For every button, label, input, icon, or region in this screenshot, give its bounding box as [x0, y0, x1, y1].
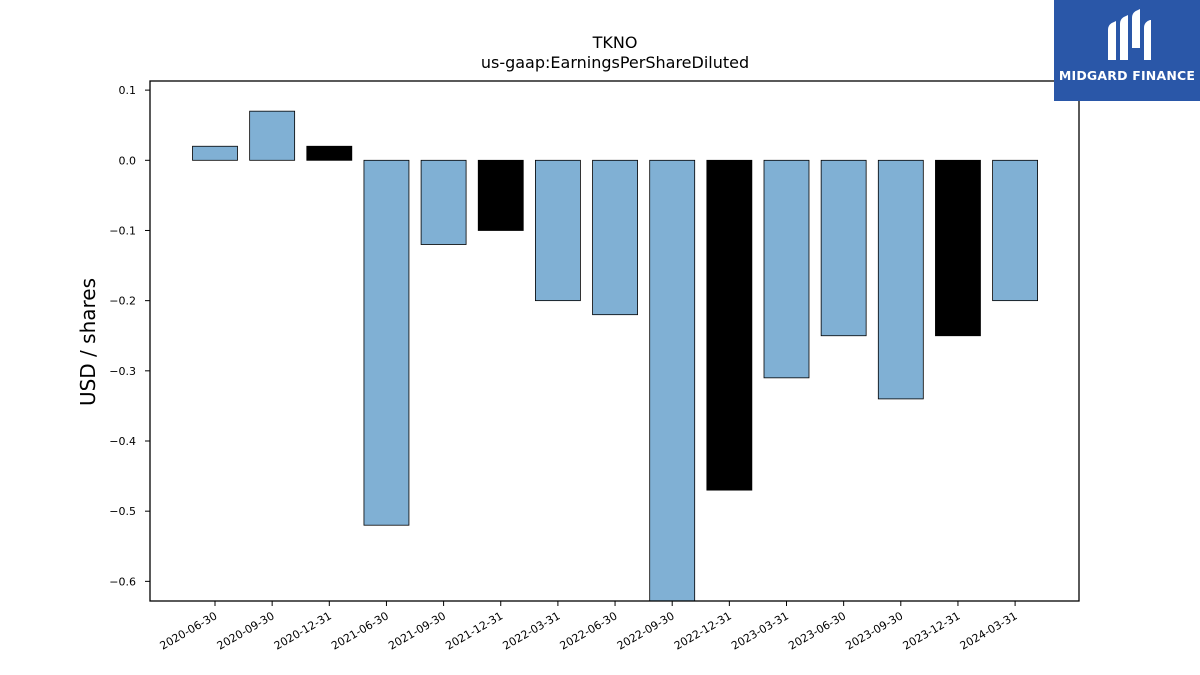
x-tick-label: 2021-09-30: [386, 609, 448, 652]
x-tick-label: 2020-12-31: [272, 609, 334, 652]
x-tick-label: 2020-09-30: [215, 609, 277, 652]
x-tick-label: 2023-03-31: [729, 609, 791, 652]
bar-2021-09-30: [420, 159, 467, 245]
bar-2022-06-30: [592, 159, 638, 316]
x-tick-label: 2021-06-30: [329, 609, 391, 652]
y-tick-label: −0.2: [109, 295, 136, 308]
x-tick-label: 2024-03-31: [958, 609, 1020, 652]
x-tick-label: 2023-09-30: [843, 609, 905, 652]
bar-2022-03-31: [535, 159, 581, 302]
bar-2023-12-31: [935, 159, 981, 337]
x-axis: 2020-06-302020-09-302020-12-312021-06-30…: [158, 601, 1020, 653]
x-tick-label: 2022-06-30: [558, 609, 620, 652]
x-tick-label: 2022-12-31: [672, 609, 734, 652]
y-tick-label: −0.5: [109, 505, 136, 518]
bar-2022-09-30: [649, 159, 696, 601]
y-tick-label: 0.0: [119, 154, 137, 167]
brand-logo: MIDGARD FINANCE: [1054, 0, 1200, 101]
bar-2023-06-30: [820, 159, 867, 337]
bar-2021-12-31: [477, 159, 524, 231]
chart-title: TKNO: [592, 33, 638, 52]
y-tick-label: −0.6: [109, 575, 136, 588]
bar-2020-09-30: [249, 110, 296, 161]
midgard-logo-icon: [1108, 9, 1151, 60]
bar-2021-06-30: [363, 159, 410, 526]
chart-subtitle: us-gaap:EarningsPerShareDiluted: [481, 53, 749, 72]
y-tick-label: −0.4: [109, 435, 136, 448]
y-axis: 0.1 0.0 −0.1 −0.2 −0.3 −0.4 −0.5 −0.6: [109, 84, 150, 588]
x-tick-label: 2022-03-31: [501, 609, 563, 652]
x-tick-label: 2023-06-30: [786, 609, 848, 652]
y-tick-label: −0.3: [109, 365, 136, 378]
bar-2022-12-31: [706, 159, 753, 491]
y-tick-label: 0.1: [119, 84, 137, 97]
bars-group: [192, 110, 1038, 601]
bar-2023-09-30: [877, 159, 924, 400]
x-tick-label: 2021-12-31: [443, 609, 505, 652]
y-axis-label: USD / shares: [76, 278, 100, 406]
bar-2024-03-31: [992, 159, 1038, 302]
y-tick-label: −0.1: [109, 224, 136, 237]
x-tick-label: 2020-06-30: [158, 609, 220, 652]
bar-2020-12-31: [306, 145, 353, 161]
plot-frame: [149, 80, 1080, 602]
bar-2020-06-30: [192, 145, 238, 161]
brand-name: MIDGARD FINANCE: [1058, 68, 1196, 83]
x-tick-label: 2022-09-30: [615, 609, 677, 652]
bar-2023-03-31: [763, 159, 810, 379]
x-tick-label: 2023-12-31: [901, 609, 963, 652]
